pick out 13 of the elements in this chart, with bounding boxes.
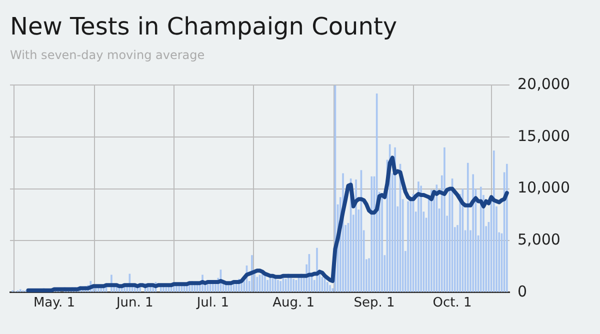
x-tick-label: Jun. 1: [115, 296, 154, 311]
x-tick-label: May. 1: [33, 296, 76, 311]
y-tick-label: 20,000: [518, 75, 570, 94]
y-tick-label: 15,000: [518, 126, 570, 145]
x-tick-label: Oct. 1: [432, 296, 472, 311]
chart-title: New Tests in Champaign County: [10, 12, 398, 41]
chart-subtitle: With seven-day moving average: [10, 48, 205, 62]
x-tick-label: Jul. 1: [196, 296, 230, 311]
y-tick-label: 5,000: [518, 230, 560, 248]
x-tick-label: Aug. 1: [272, 296, 315, 311]
y-tick-label: 0: [518, 282, 528, 300]
x-tick-label: Sep. 1: [354, 296, 395, 311]
y-tick-label: 10,000: [518, 178, 570, 197]
